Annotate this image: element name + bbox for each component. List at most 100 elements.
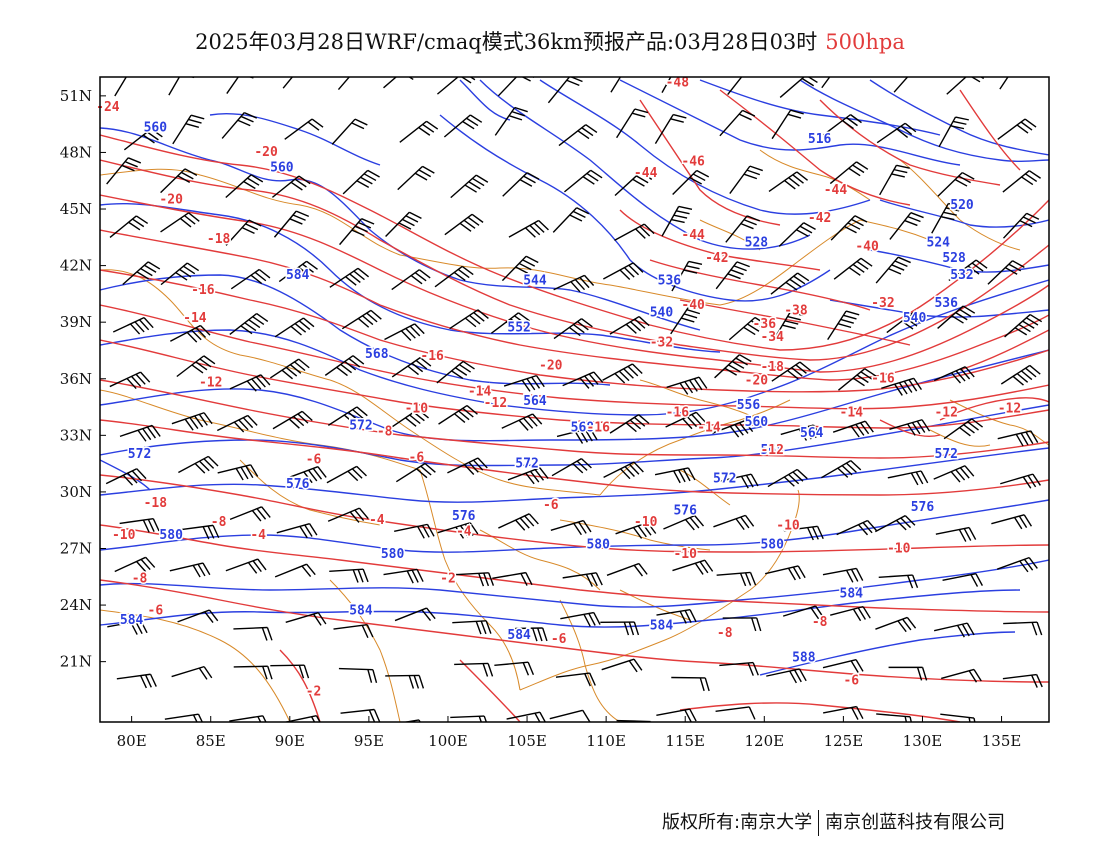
wind-barb: [217, 464, 259, 481]
height-contour-label: 572: [128, 447, 151, 462]
temperature-contour-label: -34: [760, 330, 784, 345]
wind-barb: [881, 377, 923, 396]
wind-barb: [450, 715, 488, 722]
height-contour-label: 576: [286, 477, 310, 492]
lon-tick-label: 90E: [275, 732, 305, 750]
temperature-contour-label: -12: [934, 405, 957, 420]
wind-barb: [772, 311, 804, 342]
wind-barb: [276, 523, 318, 539]
wind-barb: [893, 77, 909, 93]
temperature-contour-label: -10: [887, 541, 911, 556]
wind-barb: [1000, 473, 1041, 489]
temperature-contour-label: -10: [776, 519, 800, 534]
wind-barb: [233, 626, 273, 641]
wind-barb: [999, 77, 1009, 90]
lon-tick-label: 135E: [982, 732, 1022, 750]
wind-barb: [454, 662, 494, 677]
wind-barb: [771, 361, 811, 382]
wind-barb: [170, 324, 211, 343]
temperature-contour-label: -6: [148, 604, 164, 619]
height-contours: [100, 79, 1049, 676]
wind-barb: [501, 413, 543, 431]
wind-barb: [838, 368, 877, 391]
lat-tick-label: 45N: [60, 200, 92, 218]
height-contour-label: 576: [911, 500, 935, 515]
wind-barb: [946, 77, 985, 95]
wind-barb: [547, 77, 583, 104]
height-contour-label: 528: [745, 236, 769, 251]
wind-barb: [886, 311, 926, 334]
map-title: 2025年03月28日WRF/cmaq模式36km预报产品:03月28日03时 5…: [0, 26, 1100, 56]
wind-barb: [996, 556, 1038, 573]
wind-barb: [933, 366, 975, 384]
wind-barb: [452, 620, 492, 635]
wind-barb: [827, 310, 860, 341]
wind-barb: [333, 624, 374, 639]
wind-barb: [603, 461, 644, 480]
height-contour-label: 588: [792, 651, 816, 666]
height-contour-label: 580: [159, 528, 183, 543]
wind-barb: [876, 713, 912, 722]
wind-barb: [1002, 170, 1041, 193]
wind-barb: [879, 164, 910, 196]
wind-barb: [178, 455, 219, 474]
wind-barb: [176, 355, 216, 378]
wind-barb: [436, 77, 476, 95]
wind-barb: [654, 113, 687, 144]
wind-barb: [225, 558, 267, 574]
temperature-contour-label: -14: [697, 421, 721, 436]
lon-tick-label: 125E: [824, 732, 864, 750]
lon-tick-label: 115E: [665, 732, 705, 750]
temperature-contour-label: -14: [183, 311, 207, 326]
wind-barb: [564, 169, 603, 193]
wind-barb: [1002, 212, 1040, 239]
wind-barb: [714, 354, 752, 379]
wind-barb: [492, 571, 533, 586]
wind-barb: [766, 668, 807, 684]
height-contour-label: 520: [950, 198, 974, 213]
wind-barb: [553, 274, 595, 293]
wind-barb: [830, 605, 871, 622]
wind-barb: [606, 562, 648, 577]
height-contour-label: 540: [903, 311, 927, 326]
wind-barb: [340, 708, 381, 722]
wind-barb: [168, 77, 195, 96]
temperature-contour-label: -6: [551, 632, 567, 647]
height-contour-label: 516: [808, 132, 832, 147]
wind-barb: [172, 114, 205, 145]
wind-barb: [274, 563, 316, 578]
wind-barb: [221, 111, 258, 139]
height-contour-label: 560: [745, 415, 769, 430]
temperature-contour-label: -48: [666, 75, 690, 90]
lat-tick-label: 36N: [60, 370, 92, 388]
wind-barb: [225, 219, 262, 246]
height-contour-label: 584: [286, 268, 310, 283]
wind-barb: [764, 565, 806, 581]
wind-barb: [717, 473, 759, 489]
wind-barb: [497, 77, 535, 97]
wind-barb: [216, 414, 258, 433]
wind-barb: [229, 374, 271, 392]
wind-barb: [122, 261, 161, 286]
lat-tick-label: 39N: [60, 313, 92, 331]
wind-barb: [663, 514, 705, 531]
wind-barb: [727, 77, 759, 95]
height-contour-label: 536: [658, 273, 682, 288]
wind-barb: [394, 523, 435, 539]
wind-barb: [942, 572, 983, 587]
lat-tick-label: 30N: [60, 483, 92, 501]
wind-barb: [450, 174, 489, 199]
wind-barb: [889, 212, 924, 240]
height-contour-label: 584: [507, 628, 531, 643]
wind-barb: [829, 161, 869, 185]
wind-barb: [507, 467, 549, 485]
wind-barb: [562, 371, 604, 389]
wind-barb: [501, 255, 539, 282]
wind-barb: [270, 664, 310, 679]
temperature-contour-label: -6: [843, 673, 859, 688]
temperature-contour-label: -16: [191, 283, 215, 298]
wind-barb: [937, 171, 975, 197]
wind-barb: [274, 317, 315, 338]
wind-barb: [434, 265, 474, 288]
